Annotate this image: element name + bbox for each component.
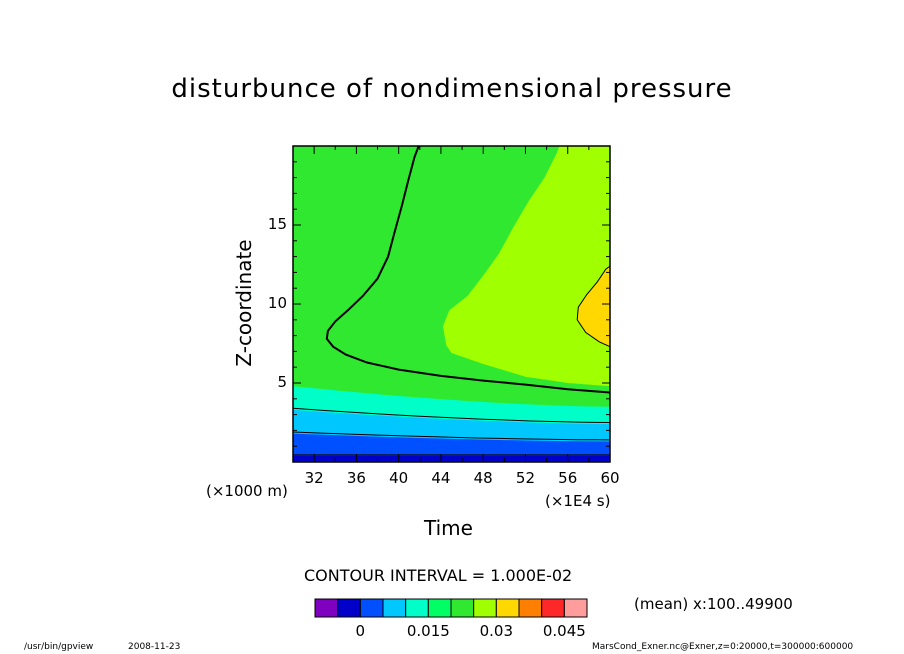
x-tick-60: 60 bbox=[600, 469, 620, 487]
colorbar-swatch-7 bbox=[473, 598, 497, 618]
contour-line-lower-0 bbox=[293, 407, 610, 423]
x-axis-label: Time bbox=[424, 516, 473, 540]
region-0.030-0.035 bbox=[577, 266, 610, 347]
chart-title: disturbunce of nondimensional pressure bbox=[171, 74, 733, 104]
region-0.020-0.030 bbox=[443, 146, 610, 387]
contour-interval-label: CONTOUR INTERVAL = 1.000E-02 bbox=[304, 566, 573, 585]
region--0.010..-0.005 bbox=[293, 455, 610, 462]
colorbar-swatch-8 bbox=[495, 598, 520, 618]
program-path: /usr/bin/gpview bbox=[24, 642, 94, 652]
y-tick-10: 10 bbox=[267, 294, 287, 312]
contour-line-0.030 bbox=[576, 265, 610, 348]
source-file-label: MarsCond_Exner.nc@Exner,z=0:20000,t=3000… bbox=[592, 642, 854, 652]
colorbar-swatch-4 bbox=[405, 598, 429, 618]
colorbar-swatch-3 bbox=[382, 598, 407, 618]
x-tick-52: 52 bbox=[515, 469, 535, 487]
x-tick-40: 40 bbox=[389, 469, 409, 487]
colorbar-swatch-0 bbox=[314, 598, 339, 618]
x-tick-56: 56 bbox=[558, 469, 578, 487]
colorbar-swatch-11 bbox=[563, 598, 588, 618]
y-axis-unit: (×1000 m) bbox=[206, 482, 288, 500]
colorbar-swatch-9 bbox=[518, 598, 543, 618]
contour-line-0.010 bbox=[325, 146, 610, 394]
colorbar-swatch-2 bbox=[359, 598, 384, 618]
x-tick-32: 32 bbox=[304, 469, 324, 487]
colorbar-tick-0.015: 0.015 bbox=[406, 622, 450, 640]
x-tick-36: 36 bbox=[346, 469, 366, 487]
colorbar-swatch-1 bbox=[337, 598, 361, 618]
colorbar-swatch-10 bbox=[541, 598, 565, 618]
colorbar-tick-0.045: 0.045 bbox=[542, 622, 586, 640]
y-tick-5: 5 bbox=[277, 373, 287, 391]
contour-line-lower-1 bbox=[293, 431, 610, 441]
x-tick-44: 44 bbox=[431, 469, 451, 487]
x-tick-48: 48 bbox=[473, 469, 493, 487]
y-tick-15: 15 bbox=[267, 215, 287, 233]
colorbar-swatch-5 bbox=[427, 598, 452, 618]
colorbar-tick-0: 0 bbox=[355, 622, 366, 640]
plot-date: 2008-11-23 bbox=[128, 642, 181, 652]
colorbar-swatch-6 bbox=[450, 598, 475, 618]
x-axis-unit: (×1E4 s) bbox=[545, 492, 611, 510]
mean-note: (mean) x:100..49900 bbox=[634, 595, 793, 613]
colorbar-tick-0.03: 0.03 bbox=[479, 622, 514, 640]
